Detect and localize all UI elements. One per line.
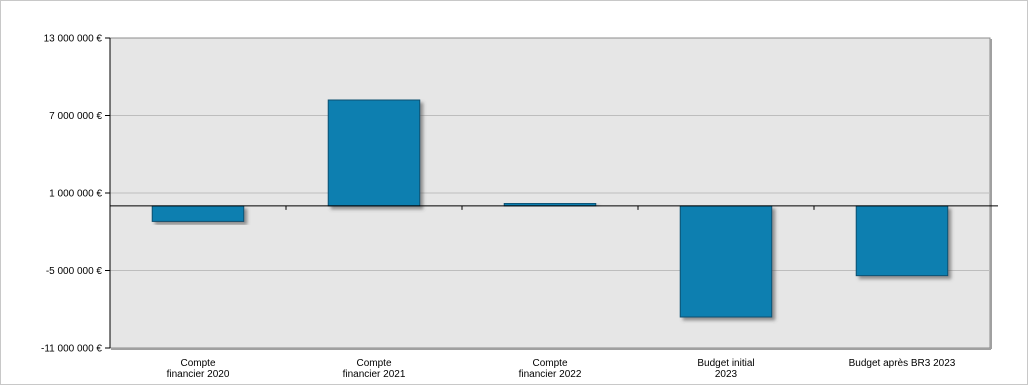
x-tick-label: Compte financier 2021 — [343, 358, 406, 380]
x-tick-label-line: Budget après BR3 2023 — [849, 358, 956, 369]
y-tick-label: -11 000 000 € — [41, 344, 102, 355]
y-tick-label: 1 000 000 € — [49, 189, 102, 200]
x-tick-label: Budget après BR3 2023 — [849, 358, 956, 369]
x-tick-label-line: Compte — [532, 358, 567, 369]
x-tick-label: Budget initial 2023 — [697, 358, 754, 380]
bar[interactable] — [855, 205, 949, 277]
x-tick-label: Compte financier 2022 — [519, 358, 582, 380]
y-tick-label: 13 000 000 € — [44, 34, 103, 45]
x-tick-label-line: financier 2021 — [343, 369, 406, 380]
x-tick-label-line: Compte — [356, 358, 391, 369]
x-tick-label-line: financier 2022 — [519, 369, 582, 380]
bar[interactable] — [679, 205, 773, 318]
x-tick-label: Compte financier 2020 — [167, 358, 230, 380]
bar[interactable] — [151, 205, 245, 222]
x-tick-label-line: Compte — [180, 358, 215, 369]
x-tick-label-line: financier 2020 — [167, 369, 230, 380]
x-tick-label-line: Budget initial — [697, 358, 754, 369]
y-tick-label: 7 000 000 € — [49, 111, 102, 122]
y-tick-label: -5 000 000 € — [46, 266, 103, 277]
bar[interactable] — [327, 99, 421, 207]
x-tick-label-line: 2023 — [715, 369, 738, 380]
